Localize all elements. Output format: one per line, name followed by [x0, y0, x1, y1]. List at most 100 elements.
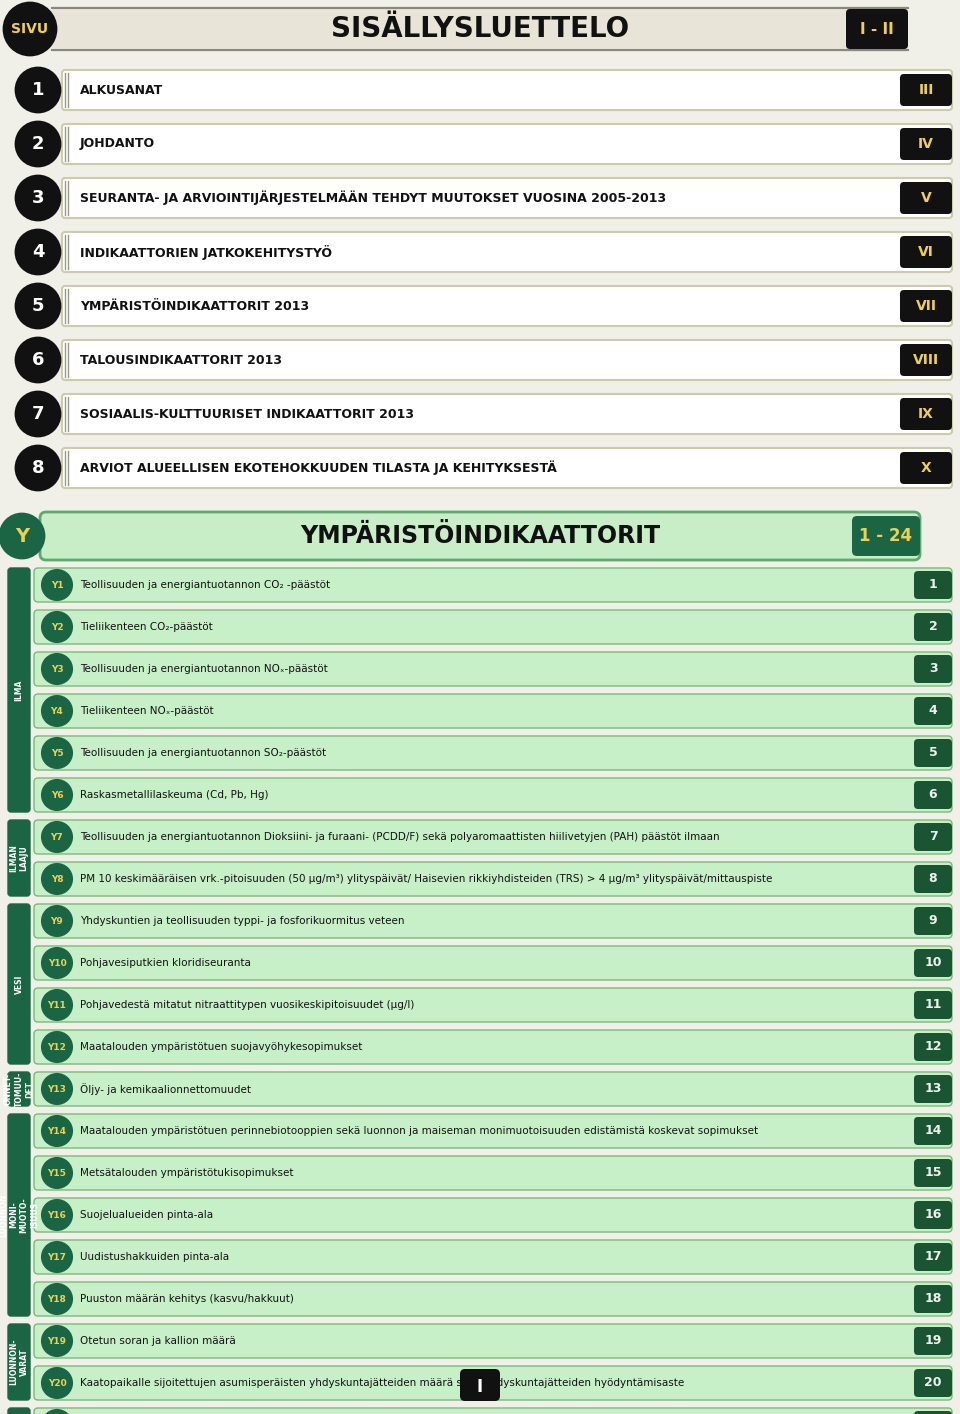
Text: 7: 7 — [928, 830, 937, 844]
Text: 1: 1 — [928, 578, 937, 591]
Text: 19: 19 — [924, 1335, 942, 1348]
Circle shape — [16, 284, 60, 328]
FancyBboxPatch shape — [914, 823, 952, 851]
FancyBboxPatch shape — [8, 568, 30, 812]
Text: 11: 11 — [924, 998, 942, 1011]
Text: Y10: Y10 — [48, 959, 66, 967]
Text: Yhdyskuntien ja teollisuuden typpi- ja fosforikuormitus veteen: Yhdyskuntien ja teollisuuden typpi- ja f… — [80, 916, 404, 926]
Circle shape — [4, 3, 56, 55]
Text: Kaatopaikalle sijoitettujen asumisperäisten yhdyskuntajätteiden määrä sekä yhdys: Kaatopaikalle sijoitettujen asumisperäis… — [80, 1379, 684, 1389]
Circle shape — [42, 1116, 72, 1145]
FancyBboxPatch shape — [34, 1282, 952, 1316]
Text: IV: IV — [918, 137, 934, 151]
Text: VESI: VESI — [14, 974, 23, 994]
FancyBboxPatch shape — [34, 820, 952, 854]
Text: 7: 7 — [32, 404, 44, 423]
FancyBboxPatch shape — [914, 1200, 952, 1229]
Bar — [52, 6, 908, 52]
FancyBboxPatch shape — [34, 1198, 952, 1232]
Text: Y13: Y13 — [48, 1085, 66, 1093]
Circle shape — [42, 906, 72, 936]
FancyBboxPatch shape — [62, 178, 952, 218]
Text: 9: 9 — [928, 915, 937, 928]
Text: ONNET-
TOMUU-
DET: ONNET- TOMUU- DET — [4, 1072, 34, 1107]
FancyBboxPatch shape — [852, 516, 920, 556]
Text: 17: 17 — [924, 1250, 942, 1264]
Text: 16: 16 — [924, 1209, 942, 1222]
Text: 12: 12 — [924, 1041, 942, 1053]
Text: ALKUSANAT: ALKUSANAT — [80, 83, 163, 96]
Circle shape — [42, 864, 72, 894]
Text: Tieliikenteen NOₓ-päästöt: Tieliikenteen NOₓ-päästöt — [80, 706, 214, 715]
Text: JOHDANTO: JOHDANTO — [80, 137, 156, 150]
Text: Teollisuuden ja energiantuotannon SO₂-päästöt: Teollisuuden ja energiantuotannon SO₂-pä… — [80, 748, 326, 758]
Text: 8: 8 — [32, 460, 44, 477]
Text: ARVIOT ALUEELLISEN EKOTEHOKKUUDEN TILASTA JA KEHITYKSESTÄ: ARVIOT ALUEELLISEN EKOTEHOKKUUDEN TILAST… — [80, 461, 557, 475]
FancyBboxPatch shape — [8, 904, 30, 1063]
FancyBboxPatch shape — [900, 290, 952, 322]
FancyBboxPatch shape — [914, 614, 952, 641]
FancyBboxPatch shape — [34, 568, 952, 602]
Text: Y7: Y7 — [51, 833, 63, 841]
Circle shape — [42, 655, 72, 684]
FancyBboxPatch shape — [914, 1034, 952, 1060]
Circle shape — [42, 1367, 72, 1398]
Text: Y17: Y17 — [47, 1253, 66, 1261]
Circle shape — [42, 990, 72, 1019]
Circle shape — [42, 696, 72, 725]
Text: Tieliikenteen CO₂-päästöt: Tieliikenteen CO₂-päästöt — [80, 622, 213, 632]
FancyBboxPatch shape — [914, 949, 952, 977]
Circle shape — [42, 1075, 72, 1104]
Text: Y14: Y14 — [47, 1127, 66, 1135]
FancyBboxPatch shape — [34, 863, 952, 896]
FancyBboxPatch shape — [62, 124, 952, 164]
Circle shape — [42, 822, 72, 853]
Text: Teollisuuden ja energiantuotannon NOₓ-päästöt: Teollisuuden ja energiantuotannon NOₓ-pä… — [80, 665, 327, 674]
Text: Öljy- ja kemikaalionnettomuudet: Öljy- ja kemikaalionnettomuudet — [80, 1083, 251, 1094]
FancyBboxPatch shape — [900, 236, 952, 269]
Text: Maatalouden ympäristötuen suojavyöhykesopimukset: Maatalouden ympäristötuen suojavyöhykeso… — [80, 1042, 362, 1052]
FancyBboxPatch shape — [900, 129, 952, 160]
FancyBboxPatch shape — [34, 1157, 952, 1191]
FancyBboxPatch shape — [34, 1240, 952, 1274]
Text: 8: 8 — [928, 872, 937, 885]
Circle shape — [42, 1200, 72, 1230]
FancyBboxPatch shape — [40, 512, 920, 560]
Text: Teollisuuden ja energiantuotannon CO₂ -päästöt: Teollisuuden ja energiantuotannon CO₂ -p… — [80, 580, 330, 590]
Circle shape — [42, 1158, 72, 1188]
FancyBboxPatch shape — [900, 452, 952, 484]
Text: PM 10 keskimääräisen vrk.-pitoisuuden (50 μg/m³) ylityspäivät/ Haisevien rikkiyh: PM 10 keskimääräisen vrk.-pitoisuuden (5… — [80, 874, 773, 884]
Text: Maatalouden ympäristötuen perinnebiotooppien sekä luonnon ja maiseman monimuotoi: Maatalouden ympäristötuen perinnebiotoop… — [80, 1126, 758, 1135]
Circle shape — [16, 175, 60, 221]
FancyBboxPatch shape — [914, 1369, 952, 1397]
Text: III: III — [919, 83, 934, 98]
Text: 6: 6 — [928, 789, 937, 802]
Text: ILMA: ILMA — [14, 679, 23, 701]
Text: Y9: Y9 — [51, 916, 63, 926]
Text: 18: 18 — [924, 1292, 942, 1305]
FancyBboxPatch shape — [34, 1366, 952, 1400]
Text: Y16: Y16 — [48, 1210, 66, 1219]
FancyBboxPatch shape — [460, 1369, 500, 1401]
Text: Raskasmetallilaskeuma (Cd, Pb, Hg): Raskasmetallilaskeuma (Cd, Pb, Hg) — [80, 790, 269, 800]
Text: 1: 1 — [32, 81, 44, 99]
Text: 14: 14 — [924, 1124, 942, 1137]
FancyBboxPatch shape — [914, 1411, 952, 1414]
FancyBboxPatch shape — [62, 339, 952, 380]
FancyBboxPatch shape — [8, 1072, 30, 1106]
Text: SIVU: SIVU — [12, 23, 49, 35]
Text: 20: 20 — [924, 1376, 942, 1390]
Text: 4: 4 — [928, 704, 937, 717]
Circle shape — [42, 570, 72, 600]
Text: YMPÄRISTÖINDIKAATTORIT 2013: YMPÄRISTÖINDIKAATTORIT 2013 — [80, 300, 309, 312]
Circle shape — [42, 1284, 72, 1314]
FancyBboxPatch shape — [914, 697, 952, 725]
Circle shape — [42, 1326, 72, 1356]
Circle shape — [16, 445, 60, 491]
FancyBboxPatch shape — [914, 1117, 952, 1145]
FancyBboxPatch shape — [8, 1114, 30, 1316]
Text: Y12: Y12 — [48, 1042, 66, 1052]
Text: Y15: Y15 — [48, 1168, 66, 1178]
Circle shape — [16, 68, 60, 112]
Text: Y3: Y3 — [51, 665, 63, 673]
